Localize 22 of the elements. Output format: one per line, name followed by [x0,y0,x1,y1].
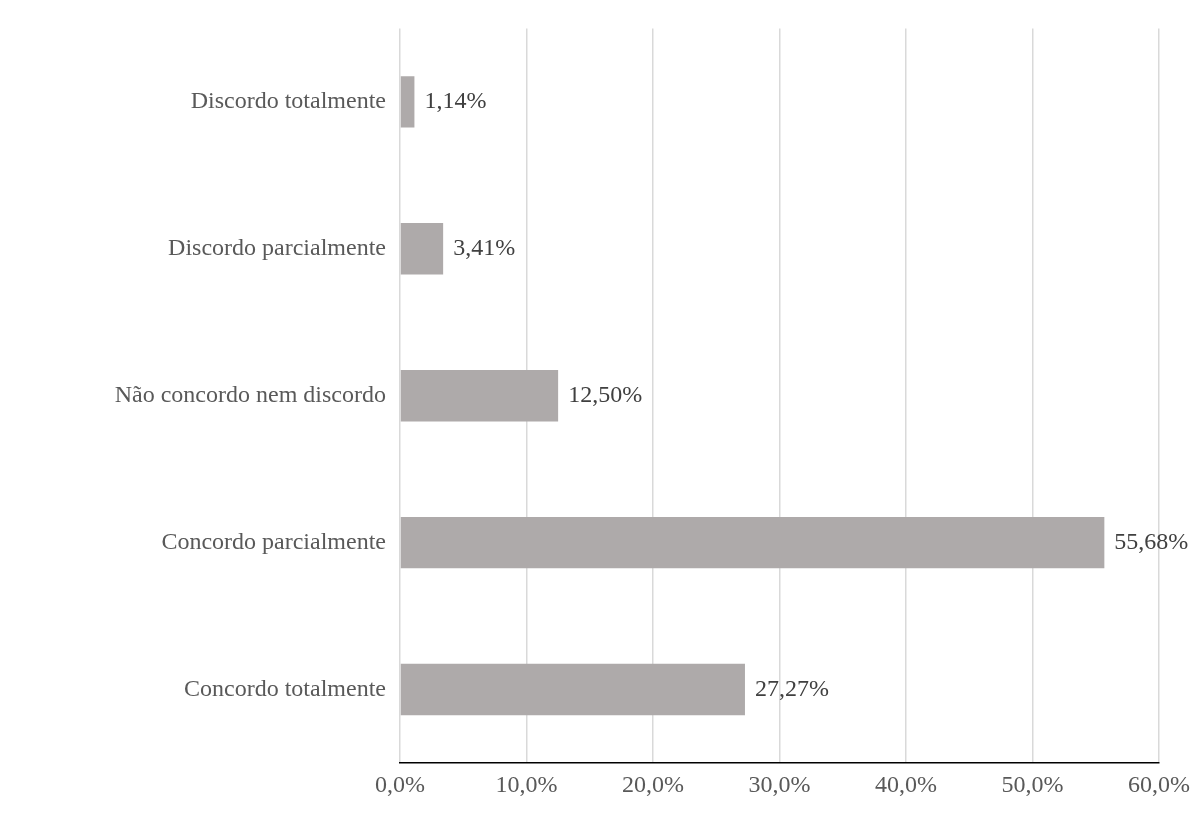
y-tick-label: Discordo parcialmente [168,234,386,261]
data-label: 55,68% [1114,527,1189,554]
bar [400,516,1105,569]
y-tick-label: Discordo totalmente [190,87,386,114]
y-tick-label: Concordo parcialmente [161,527,386,554]
x-tick-label: 60,0% [1128,770,1190,797]
x-tick-label: 10,0% [495,770,558,797]
x-tick-label: 30,0% [748,770,811,797]
x-tick-label: 50,0% [1001,770,1064,797]
y-tick-label: Não concordo nem discordo [114,381,386,407]
x-tick-label: 20,0% [622,770,684,797]
data-label: 12,50% [568,381,643,407]
x-tick-label: 0,0% [375,770,425,797]
y-tick-label: Concordo totalmente [184,674,386,701]
x-tick-label: 40,0% [875,770,937,797]
data-label: 3,41% [453,234,516,261]
data-label: 27,27% [754,674,829,701]
bar [400,76,415,128]
bar [400,663,745,716]
bar [400,369,559,422]
bar [400,223,444,275]
data-label: 1,14% [424,87,487,114]
